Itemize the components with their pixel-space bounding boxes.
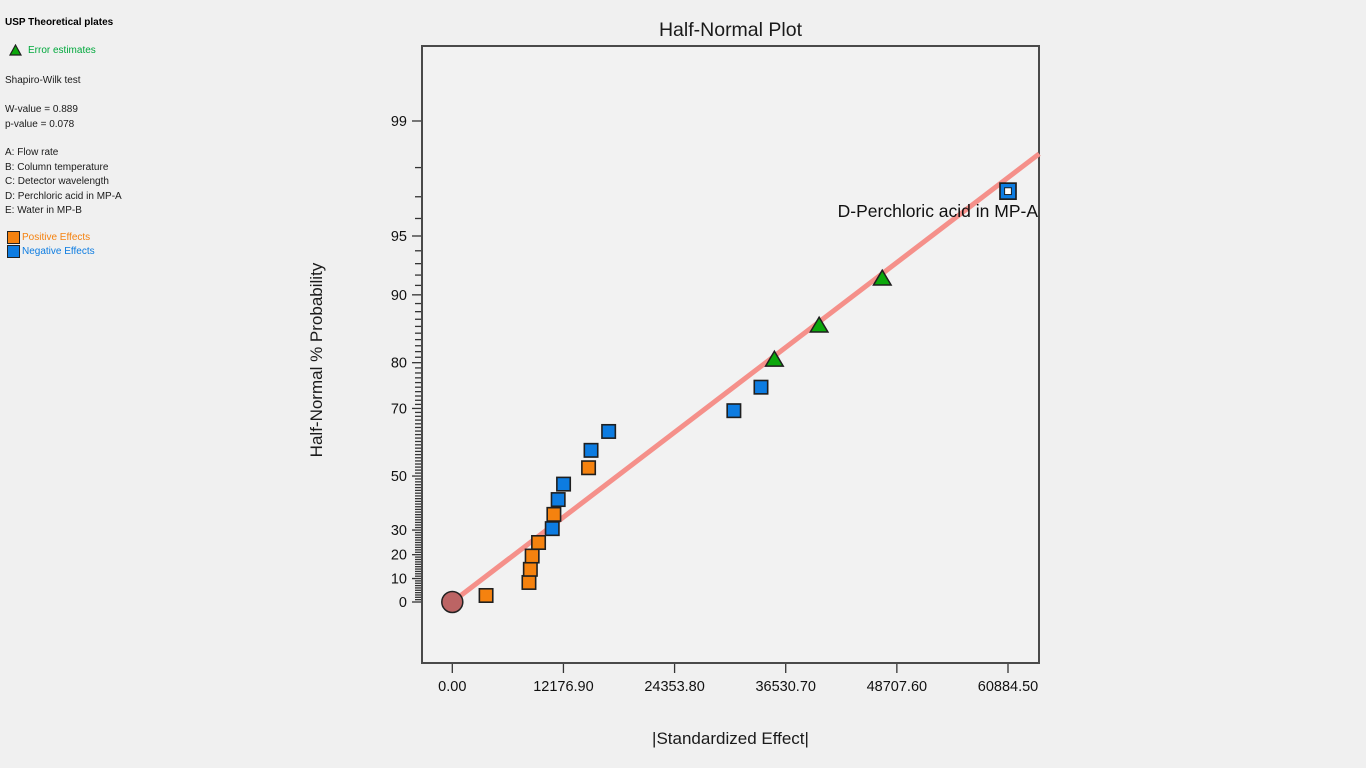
- w-value: W-value = 0.889: [5, 104, 78, 115]
- selected-effect-point-inner: [1004, 187, 1012, 196]
- positive-effects-legend: Positive Effects: [7, 231, 90, 244]
- x-axis-label: |Standardized Effect|: [652, 729, 809, 748]
- x-tick-label-3: 36530.70: [755, 679, 815, 695]
- negative-effect-point-5[interactable]: [544, 521, 560, 537]
- y-axis: 0 10 20 30 50 70 80 90 95 99: [391, 114, 421, 611]
- y-tick-label-0: 0: [399, 595, 407, 611]
- y-tick-label-10: 10: [391, 572, 407, 588]
- selected-point-annotation: D-Perchloric acid in MP-A: [838, 201, 1039, 221]
- error-triangle-icon: [9, 44, 22, 56]
- factor-a: A: Flow rate: [5, 147, 59, 158]
- positive-effect-point-4[interactable]: [531, 534, 547, 550]
- factor-c: C: Detector wavelength: [5, 176, 109, 187]
- origin-marker: [441, 590, 464, 614]
- x-tick-label-5: 60884.50: [978, 679, 1038, 695]
- plot-area: [421, 45, 1040, 664]
- info-panel: USP Theoretical plates Error estimates S…: [0, 0, 310, 768]
- y-tick-label-90: 90: [391, 288, 407, 304]
- data-points: [441, 182, 1017, 614]
- y-tick-label-70: 70: [391, 401, 407, 417]
- negative-effect-point-10[interactable]: [583, 442, 599, 458]
- y-tick-label-30: 30: [391, 523, 407, 539]
- positive-effect-point-2[interactable]: [522, 561, 538, 577]
- negative-effect-point-7[interactable]: [550, 492, 566, 508]
- negative-effect-point-8[interactable]: [556, 476, 572, 492]
- negative-effects-legend: Negative Effects: [7, 245, 95, 258]
- response-name: USP Theoretical plates: [5, 17, 114, 28]
- negative-square-icon: [7, 245, 20, 258]
- x-tick-label-2: 24353.80: [644, 679, 704, 695]
- positive-effect-point-6[interactable]: [546, 506, 562, 522]
- y-tick-label-20: 20: [391, 548, 407, 564]
- factor-b: B: Column temperature: [5, 161, 109, 173]
- positive-effect-point-0[interactable]: [478, 587, 494, 603]
- p-value: p-value = 0.078: [5, 119, 75, 130]
- positive-effect-point-9[interactable]: [581, 460, 597, 476]
- error-estimate-point-14[interactable]: [764, 349, 785, 367]
- error-estimates-legend: Error estimates: [9, 44, 96, 56]
- x-tick-label-0: 0.00: [438, 679, 466, 695]
- error-estimate-point-16[interactable]: [872, 268, 893, 286]
- positive-square-icon: [7, 231, 20, 244]
- factor-d: D: Perchloric acid in MP-A: [5, 190, 122, 202]
- x-tick-label-1: 12176.90: [533, 679, 593, 695]
- x-axis: 0.00 12176.90 24353.80 36530.70 48707.60 6088…: [438, 664, 1038, 695]
- positive-effect-point-1[interactable]: [521, 574, 537, 590]
- factor-list: A: Flow rate B: Column temperature C: De…: [5, 146, 122, 219]
- y-tick-label-99: 99: [391, 114, 407, 130]
- y-tick-label-50: 50: [391, 469, 407, 485]
- negative-effect-point-12[interactable]: [726, 403, 742, 419]
- negative-effect-point-11[interactable]: [601, 423, 617, 439]
- factor-e: E: Water in MP-B: [5, 205, 82, 216]
- positive-effects-label: Positive Effects: [22, 232, 91, 243]
- chart-title: Half-Normal Plot: [659, 19, 803, 41]
- error-estimate-point-15[interactable]: [809, 315, 830, 333]
- shapiro-wilk-heading: Shapiro-Wilk test: [5, 75, 81, 86]
- positive-effect-point-3[interactable]: [524, 548, 540, 564]
- y-tick-label-95: 95: [391, 229, 407, 245]
- x-tick-label-4: 48707.60: [867, 679, 927, 695]
- negative-effect-point-13[interactable]: [753, 379, 769, 395]
- y-axis-label: Half-Normal % Probability: [307, 262, 326, 457]
- negative-effects-label: Negative Effects: [22, 246, 95, 257]
- y-tick-label-80: 80: [391, 356, 407, 372]
- error-estimates-label: Error estimates: [28, 44, 96, 56]
